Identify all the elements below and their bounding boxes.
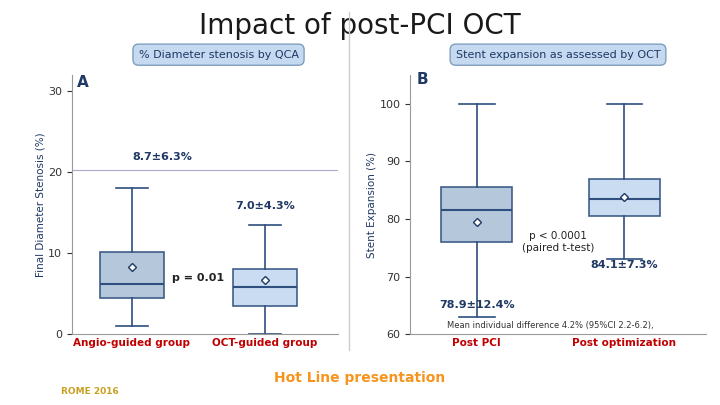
Text: 7.0±4.3%: 7.0±4.3% bbox=[235, 200, 295, 211]
Y-axis label: Final Diameter Stenosis (%): Final Diameter Stenosis (%) bbox=[35, 132, 45, 277]
Text: ESC CONGRESS: ESC CONGRESS bbox=[61, 363, 145, 373]
PathPatch shape bbox=[233, 269, 297, 306]
Text: www.escardio.org/ESC2016: www.escardio.org/ESC2016 bbox=[575, 373, 698, 382]
Text: 8.7±6.3%: 8.7±6.3% bbox=[132, 152, 192, 162]
Text: Hot Line presentation: Hot Line presentation bbox=[274, 371, 446, 385]
Text: 78.9±12.4%: 78.9±12.4% bbox=[439, 300, 515, 310]
PathPatch shape bbox=[589, 179, 660, 216]
Text: A: A bbox=[77, 75, 89, 90]
Text: ROME 2016: ROME 2016 bbox=[61, 387, 119, 396]
Text: Mean individual difference 4.2% (95%CI 2.2-6.2),: Mean individual difference 4.2% (95%CI 2… bbox=[447, 321, 654, 330]
Text: p = 0.01: p = 0.01 bbox=[173, 273, 225, 283]
Text: 84.1±7.3%: 84.1±7.3% bbox=[590, 260, 658, 270]
Text: % Diameter stenosis by QCA: % Diameter stenosis by QCA bbox=[138, 50, 299, 60]
Text: Impact of post-PCI OCT: Impact of post-PCI OCT bbox=[199, 12, 521, 40]
Y-axis label: Stent Expansion (%): Stent Expansion (%) bbox=[367, 151, 377, 258]
Text: p < 0.0001
(paired t-test): p < 0.0001 (paired t-test) bbox=[522, 231, 594, 253]
PathPatch shape bbox=[441, 187, 512, 242]
PathPatch shape bbox=[100, 252, 164, 298]
Text: B: B bbox=[416, 72, 428, 87]
Text: Stent expansion as assessed by OCT: Stent expansion as assessed by OCT bbox=[456, 50, 660, 60]
